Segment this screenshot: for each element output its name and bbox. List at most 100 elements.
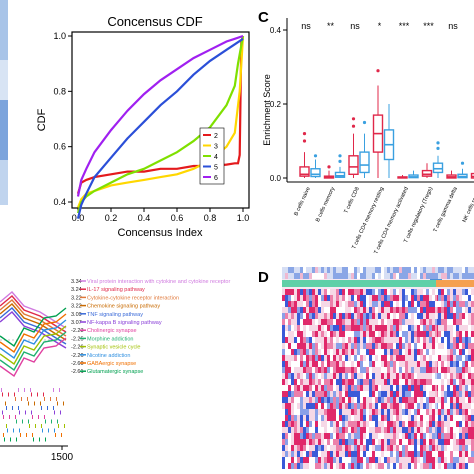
heatmap-cell xyxy=(348,325,351,331)
heatmap-header-cell xyxy=(459,273,462,279)
heatmap-header-cell xyxy=(435,273,438,279)
heatmap-cell xyxy=(372,457,375,463)
heatmap-cell xyxy=(396,385,399,391)
heatmap-cell xyxy=(423,355,426,361)
gsea-hit-tick xyxy=(33,437,34,442)
heatmap-header-cell xyxy=(327,273,330,279)
heatmap-cell xyxy=(330,451,333,457)
heatmap-cell xyxy=(423,313,426,319)
heatmap-cell xyxy=(468,319,471,325)
heatmap-cell xyxy=(459,367,462,373)
heatmap-cell xyxy=(327,379,330,385)
heatmap-cell xyxy=(330,307,333,313)
heatmap-cell xyxy=(333,457,336,463)
heatmap-cell xyxy=(303,355,306,361)
heatmap-cell xyxy=(357,421,360,427)
heatmap-cell xyxy=(390,307,393,313)
heatmap-header-cell xyxy=(450,267,453,273)
heatmap-cell xyxy=(411,463,414,469)
heatmap-cell xyxy=(285,427,288,433)
heatmap-header-cell xyxy=(354,267,357,273)
heatmap-cell xyxy=(333,409,336,415)
heatmap-cell xyxy=(441,379,444,385)
heatmap-cell xyxy=(303,313,306,319)
heatmap-cell xyxy=(306,301,309,307)
heatmap-cell xyxy=(300,325,303,331)
heatmap-cell xyxy=(402,391,405,397)
heatmap-cell xyxy=(429,331,432,337)
heatmap-cell xyxy=(336,463,339,469)
heatmap-cell xyxy=(294,451,297,457)
heatmap-cell xyxy=(429,433,432,439)
heatmap-cell xyxy=(324,313,327,319)
heatmap-cell xyxy=(441,439,444,445)
heatmap-cell xyxy=(300,385,303,391)
heatmap-cell xyxy=(417,331,420,337)
heatmap-cell xyxy=(402,313,405,319)
heatmap-cell xyxy=(375,421,378,427)
heatmap-cell xyxy=(381,289,384,295)
heatmap-cell xyxy=(366,355,369,361)
heatmap-cell xyxy=(285,361,288,367)
heatmap-cell xyxy=(432,289,435,295)
heatmap-cell xyxy=(300,349,303,355)
heatmap-cell xyxy=(369,367,372,373)
heatmap-cell xyxy=(297,403,300,409)
heatmap-cell xyxy=(324,301,327,307)
heatmap-cell xyxy=(309,451,312,457)
heatmap-cell xyxy=(393,361,396,367)
heatmap-cell xyxy=(372,349,375,355)
heatmap-cell xyxy=(288,301,291,307)
heatmap-cell xyxy=(324,337,327,343)
heatmap-cell xyxy=(441,319,444,325)
heatmap-cell xyxy=(405,313,408,319)
heatmap-cell xyxy=(348,433,351,439)
heatmap-cell xyxy=(321,319,324,325)
heatmap-cell xyxy=(342,391,345,397)
cdf-series-line-2 xyxy=(76,35,245,195)
heatmap-cell xyxy=(327,349,330,355)
heatmap-cell xyxy=(468,337,471,343)
heatmap-cell xyxy=(456,385,459,391)
heatmap-cell xyxy=(462,379,465,385)
heatmap-cell xyxy=(288,289,291,295)
heatmap-cell xyxy=(414,439,417,445)
heatmap-cell xyxy=(423,463,426,469)
heatmap-cell xyxy=(339,457,342,463)
heatmap-cell xyxy=(375,379,378,385)
heatmap-header-cell xyxy=(438,267,441,273)
heatmap-cell xyxy=(444,331,447,337)
heatmap-cell xyxy=(345,301,348,307)
heatmap-header-cell xyxy=(420,267,423,273)
heatmap-cell xyxy=(303,349,306,355)
heatmap-cell xyxy=(354,433,357,439)
heatmap-cell xyxy=(315,325,318,331)
heatmap-cell xyxy=(420,391,423,397)
heatmap-cell xyxy=(426,379,429,385)
heatmap-cell xyxy=(357,349,360,355)
heatmap-header-cell xyxy=(456,267,459,273)
heatmap-cell xyxy=(411,319,414,325)
heatmap-cell xyxy=(375,433,378,439)
heatmap-cell xyxy=(306,373,309,379)
heatmap-cell xyxy=(366,379,369,385)
gsea-hit-tick xyxy=(4,437,5,442)
heatmap-cell xyxy=(450,457,453,463)
heatmap-cell xyxy=(366,445,369,451)
heatmap-cell xyxy=(441,289,444,295)
box-y-axis-label: Enrichment Score xyxy=(262,74,272,146)
heatmap-cell xyxy=(369,343,372,349)
heatmap-header-cell xyxy=(327,267,330,273)
heatmap-cell xyxy=(309,457,312,463)
heatmap-cell xyxy=(450,319,453,325)
heatmap-cell xyxy=(384,385,387,391)
heatmap-cell xyxy=(354,457,357,463)
heatmap-cell xyxy=(342,301,345,307)
heatmap-cell xyxy=(354,367,357,373)
heatmap-cell xyxy=(315,445,318,451)
heatmap-cell xyxy=(417,355,420,361)
heatmap-cell xyxy=(288,367,291,373)
heatmap-cell xyxy=(441,313,444,319)
box-y-tick-label: 0.4 xyxy=(270,26,282,35)
heatmap-cell xyxy=(384,421,387,427)
